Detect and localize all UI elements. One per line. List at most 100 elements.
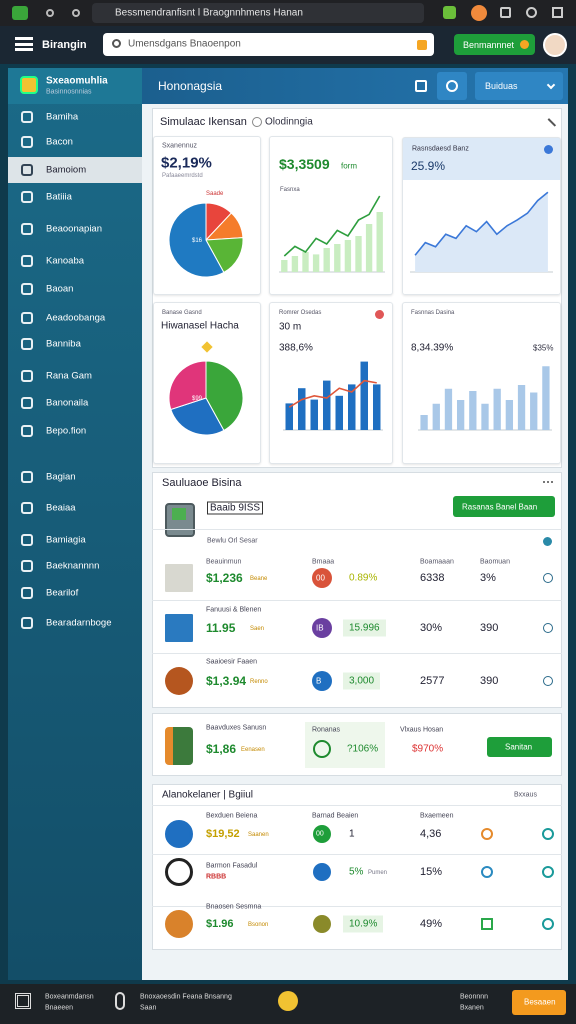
highlight-button[interactable]	[487, 737, 552, 757]
menu-icon[interactable]	[500, 7, 511, 18]
section-button[interactable]	[453, 496, 555, 517]
info-dot	[544, 145, 553, 154]
bar	[432, 403, 440, 430]
row-value: 6338	[420, 572, 445, 584]
bar	[285, 403, 293, 430]
row-action[interactable]	[543, 623, 553, 633]
footer-text: Bnoxaoesdin Feana Bnsanng	[140, 993, 232, 1001]
sidebar-active[interactable]	[8, 157, 142, 183]
row-change: 3,000	[343, 672, 381, 690]
divider	[152, 854, 562, 855]
search-text: Umensdgans Bnaoenpon	[128, 38, 241, 50]
row-action[interactable]	[543, 573, 553, 583]
card-value: 30 m	[279, 321, 302, 333]
sidebar-item[interactable]: Bagian	[46, 471, 76, 483]
sidebar-item[interactable]: Banniba	[46, 338, 81, 350]
card-sub: Pafaaeemrdstd	[162, 173, 203, 179]
sidebar-item[interactable]: Beaoonapian	[46, 223, 102, 235]
alert-unit: Pumen	[368, 870, 388, 876]
row-action[interactable]	[543, 676, 553, 686]
row-icon	[165, 614, 193, 642]
alert-unit: Bsonon	[248, 922, 269, 928]
hamburger[interactable]	[15, 37, 33, 51]
search-badge	[417, 40, 427, 50]
sidebar-item[interactable]: Bearilof	[46, 587, 79, 599]
sidebar-logo	[20, 76, 38, 94]
sidebar-item[interactable]: Aeadoobanga	[46, 312, 106, 324]
sidebar-item[interactable]: Rana Gam	[46, 370, 92, 382]
pie-slice	[205, 237, 244, 274]
menu-icon[interactable]	[552, 7, 563, 18]
center-button[interactable]	[278, 991, 298, 1011]
sidebar-item[interactable]: Kanoaba	[46, 255, 85, 267]
card-label: Fasnnas Dasina	[411, 310, 455, 316]
line	[288, 379, 377, 408]
sidebar-item[interactable]: Baeknannnn	[46, 560, 100, 572]
row-badge	[312, 618, 332, 638]
sidebar-item[interactable]: Batiiia	[46, 191, 72, 203]
bar	[344, 240, 352, 272]
sidebar-item[interactable]: Bepo.fion	[46, 425, 87, 437]
alert-label: Bnaosen Sesmna	[206, 903, 262, 911]
card-unit: form	[341, 161, 357, 171]
sidebar-item[interactable]: Banonaila	[46, 397, 89, 409]
sidebar-item[interactable]: Bamiha	[46, 111, 79, 123]
alert-ring[interactable]	[481, 918, 493, 930]
card-label: Romrer Osedas	[279, 310, 322, 316]
grid-icon[interactable]	[15, 993, 31, 1009]
row-label: Fanuusi & Blenen	[206, 606, 262, 614]
chart-card	[269, 302, 393, 464]
pie-label: $99	[192, 396, 203, 402]
sidebar-item[interactable]: Bearadarnboge	[46, 617, 112, 629]
bar	[493, 388, 501, 430]
card-value: 25.9%	[411, 159, 446, 173]
alert-col-label: Barnad Beaien	[312, 812, 359, 820]
card-value: $2,19%	[161, 154, 212, 172]
tab-box	[92, 3, 424, 23]
bar	[298, 388, 306, 430]
section-title: Sauluaoe Bisina	[162, 477, 242, 489]
search-box[interactable]	[103, 33, 434, 56]
sidebar-item[interactable]: Bamoiom	[46, 164, 87, 176]
alert-icon	[165, 820, 193, 848]
avatar[interactable]	[543, 33, 567, 57]
card-value: $3,3509	[279, 156, 330, 172]
sidebar-item[interactable]: Baoan	[46, 283, 74, 295]
alert-action[interactable]	[542, 828, 554, 840]
header-button[interactable]	[454, 34, 535, 55]
bar	[355, 236, 362, 272]
bar	[291, 256, 299, 272]
topbar-icon[interactable]	[415, 80, 427, 92]
sidebar-icon	[21, 111, 33, 123]
more-dots[interactable]	[543, 481, 553, 484]
bar	[481, 403, 489, 430]
footer-button[interactable]	[512, 990, 566, 1015]
footer-text: Boxeanmdansn	[45, 993, 94, 1001]
alert-ring[interactable]	[481, 866, 493, 878]
alert-action[interactable]	[542, 866, 554, 878]
card-label: Banase Gasnd	[162, 310, 202, 316]
highlight-right-label: Vlxaus Hosan	[400, 726, 444, 734]
sidebar-item[interactable]: Beaiaa	[46, 502, 76, 514]
sidebar-item[interactable]: Bacon	[46, 136, 73, 148]
bar	[469, 391, 477, 430]
sidebar-icon	[21, 136, 33, 148]
sidebar-item[interactable]: Bamiagia	[46, 534, 86, 546]
alert-action[interactable]	[542, 918, 554, 930]
bar	[530, 392, 538, 430]
highlight-amount: $1,86	[206, 742, 237, 756]
dropdown[interactable]	[475, 72, 563, 100]
divider	[152, 600, 562, 601]
nav-icon	[46, 9, 54, 17]
row-pct: 390	[480, 622, 499, 634]
row-badge-text: IB	[316, 623, 324, 633]
sidebar-icon	[21, 283, 33, 295]
section-button-text: Rasanas Banel Baan	[462, 502, 538, 512]
sidebar-icon	[21, 191, 33, 203]
bar	[542, 366, 550, 430]
line	[283, 195, 381, 257]
alerts-action[interactable]: Bxxaus	[514, 791, 537, 799]
menu-icon[interactable]	[526, 7, 537, 18]
bar	[420, 415, 428, 430]
alert-ring[interactable]	[481, 828, 493, 840]
